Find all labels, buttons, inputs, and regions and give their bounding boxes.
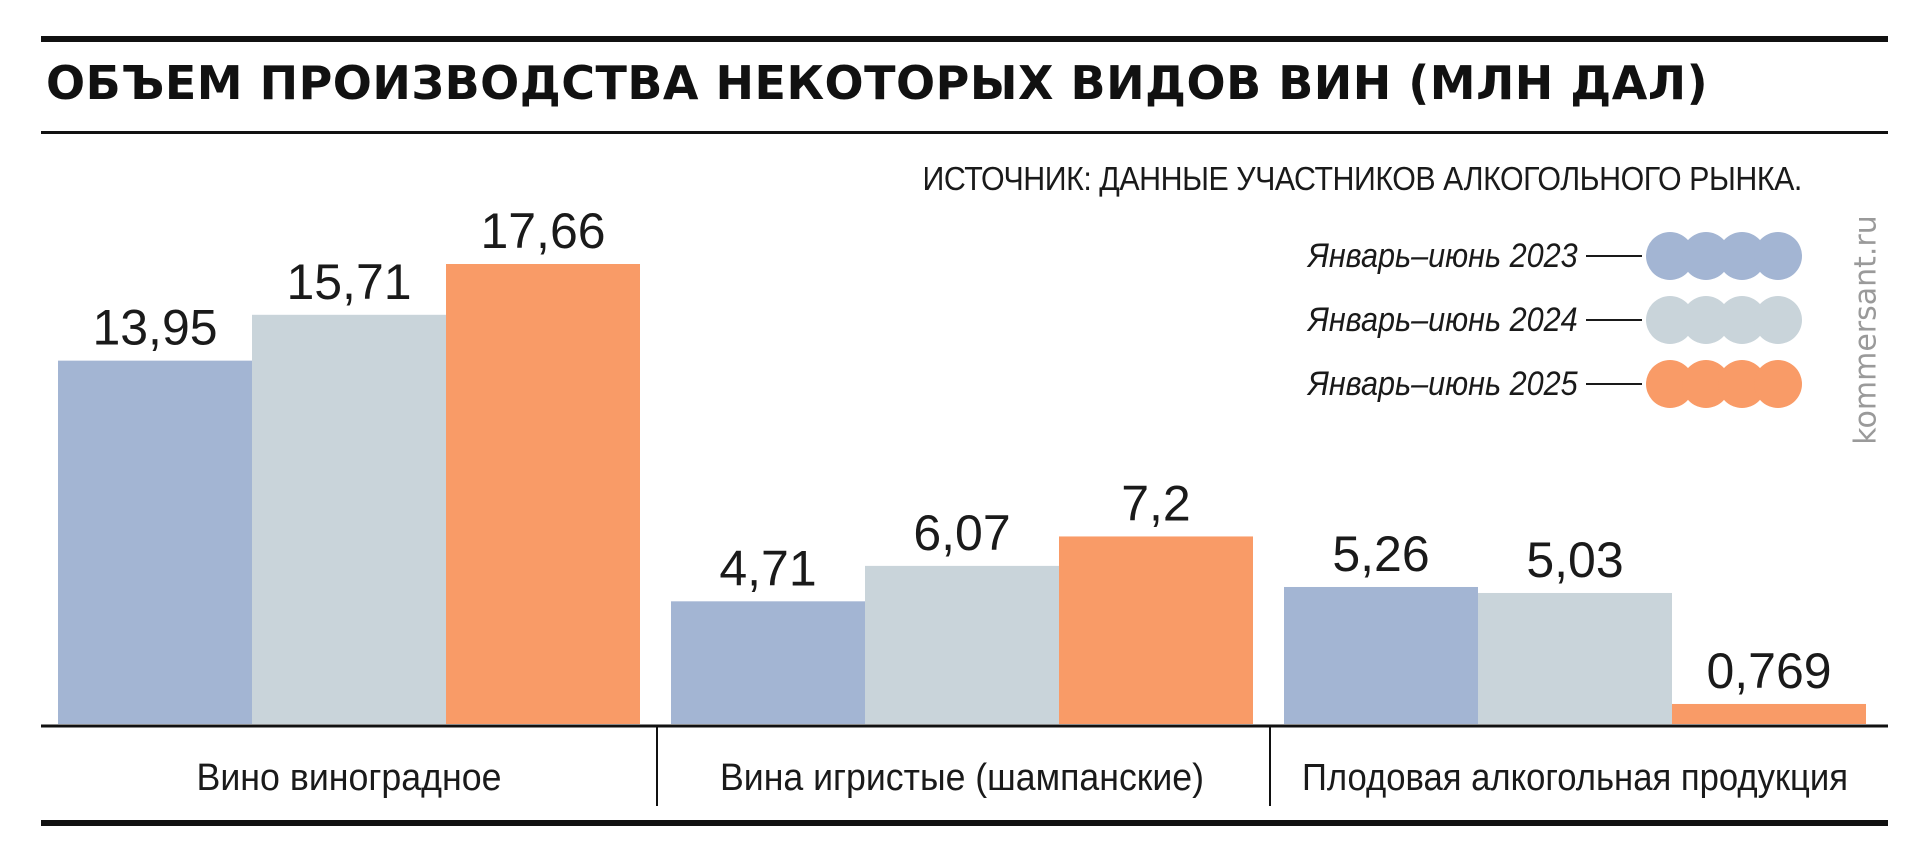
- value-label-1-series-2: 15,71: [286, 254, 411, 310]
- legend-leader-line: [1586, 255, 1642, 257]
- legend-leader-line: [1586, 319, 1642, 321]
- legend-swatch-2024: [1646, 296, 1802, 344]
- title-rule: [41, 131, 1888, 134]
- bar-2-series-1: [671, 601, 865, 724]
- value-label-2-series-3: 7,2: [1121, 475, 1191, 531]
- value-label-3-series-2: 5,03: [1526, 532, 1623, 588]
- value-label-3-series-1: 5,26: [1332, 526, 1429, 582]
- source-note: ИСТОЧНИК: ДАННЫЕ УЧАСТНИКОВ АЛКОГОЛЬНОГО…: [922, 160, 1803, 197]
- value-label-2-series-2: 6,07: [913, 505, 1010, 561]
- legend-leader-line: [1586, 383, 1642, 385]
- top-rule: [41, 36, 1888, 42]
- legend-label-2025: Январь–июнь 2025: [1308, 364, 1578, 403]
- value-label-1-series-1: 13,95: [92, 300, 217, 356]
- value-label-2-series-1: 4,71: [719, 540, 816, 596]
- legend-swatch-2023: [1646, 232, 1802, 280]
- value-label-3-series-3: 0,769: [1706, 643, 1831, 699]
- bar-1-series-3: [446, 264, 640, 724]
- legend-label-2024: Январь–июнь 2024: [1308, 300, 1578, 339]
- value-labels-group: 13,95 15,71 17,66 4,71 6,07 7,2 5,26 5,03 0,769: [92, 203, 1831, 699]
- bar-3-series-3: [1672, 703, 1866, 724]
- bar-1-series-2: [252, 314, 446, 724]
- bar-1-series-1: [58, 360, 252, 724]
- bar-3-series-2: [1478, 592, 1672, 724]
- legend-label-2023: Январь–июнь 2023: [1308, 236, 1578, 275]
- bar-2-series-2: [865, 565, 1059, 724]
- category-labels-group: Вино виноградное Вина игристые (шампански…: [197, 757, 1849, 799]
- category-label-2: Вина игристые (шампанские): [720, 757, 1204, 799]
- category-label-3: Плодовая алкогольная продукция: [1302, 757, 1848, 799]
- chart-title: ОБЪЕМ ПРОИЗВОДСТВА НЕКОТОРЫХ ВИДОВ ВИН (…: [46, 56, 1709, 110]
- legend-item-2023: Январь–июнь 2023: [1278, 232, 1802, 280]
- category-label-1: Вино виноградное: [197, 757, 502, 799]
- bar-2-series-3: [1059, 536, 1253, 724]
- legend-item-2025: Январь–июнь 2025: [1278, 360, 1802, 408]
- legend-swatch-2025: [1646, 360, 1802, 408]
- legend-item-2024: Январь–июнь 2024: [1278, 296, 1802, 344]
- bars-group: [58, 264, 1866, 724]
- bottom-rule: [41, 820, 1888, 826]
- bar-3-series-1: [1284, 586, 1478, 724]
- value-label-1-series-3: 17,66: [480, 203, 605, 259]
